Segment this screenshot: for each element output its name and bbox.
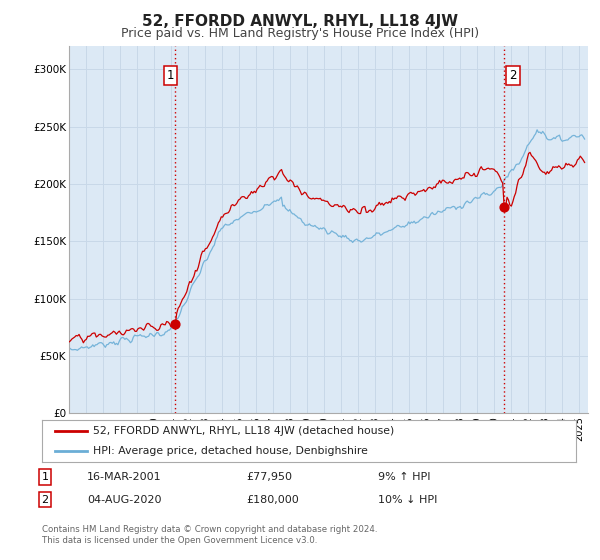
Text: HPI: Average price, detached house, Denbighshire: HPI: Average price, detached house, Denb… <box>93 446 368 456</box>
Text: 16-MAR-2001: 16-MAR-2001 <box>87 472 161 482</box>
Text: 1: 1 <box>41 472 49 482</box>
Point <box>170 319 179 328</box>
Text: 04-AUG-2020: 04-AUG-2020 <box>87 494 161 505</box>
Text: 1: 1 <box>167 69 174 82</box>
Text: £180,000: £180,000 <box>246 494 299 505</box>
Text: 2: 2 <box>509 69 517 82</box>
Text: 52, FFORDD ANWYL, RHYL, LL18 4JW: 52, FFORDD ANWYL, RHYL, LL18 4JW <box>142 14 458 29</box>
Text: 52, FFORDD ANWYL, RHYL, LL18 4JW (detached house): 52, FFORDD ANWYL, RHYL, LL18 4JW (detach… <box>93 426 394 436</box>
Text: Contains HM Land Registry data © Crown copyright and database right 2024.
This d: Contains HM Land Registry data © Crown c… <box>42 525 377 545</box>
Text: 2: 2 <box>41 494 49 505</box>
Text: 10% ↓ HPI: 10% ↓ HPI <box>378 494 437 505</box>
Point <box>500 203 509 212</box>
Text: £77,950: £77,950 <box>246 472 292 482</box>
Text: 9% ↑ HPI: 9% ↑ HPI <box>378 472 431 482</box>
Text: Price paid vs. HM Land Registry's House Price Index (HPI): Price paid vs. HM Land Registry's House … <box>121 27 479 40</box>
